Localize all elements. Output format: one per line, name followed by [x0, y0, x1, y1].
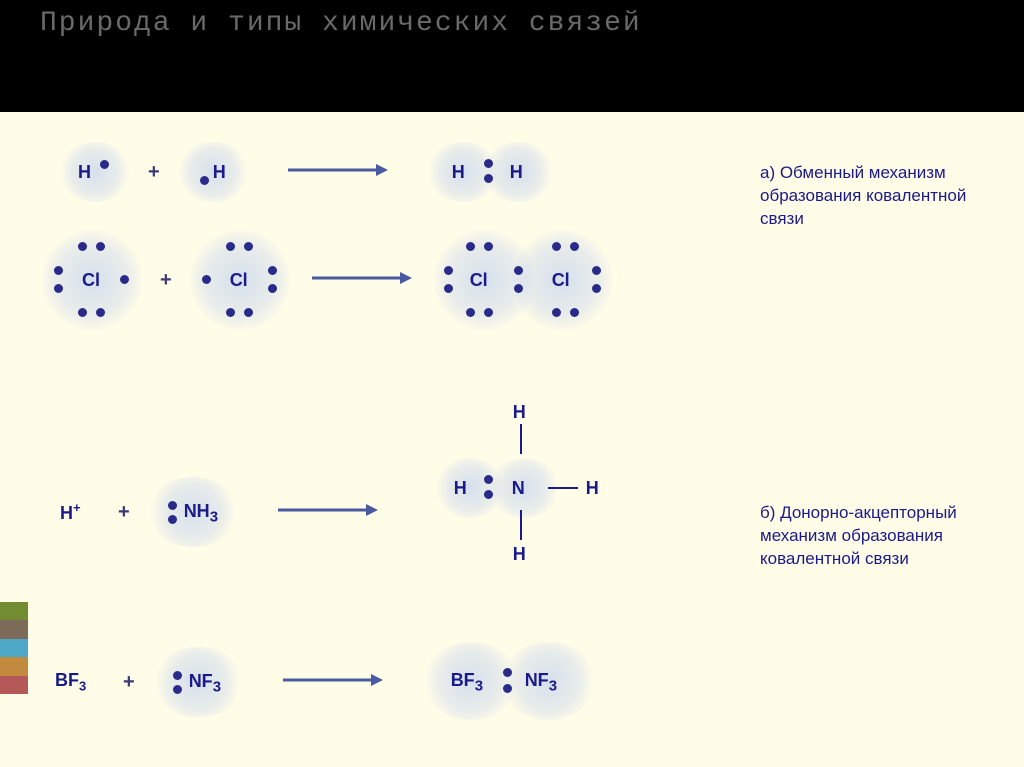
- plus-sign: +: [160, 269, 172, 292]
- molecule-cl2: Cl Cl: [434, 230, 614, 330]
- accent-stripe: [0, 602, 28, 620]
- atom-label-h: H: [513, 544, 526, 565]
- content-area: H + H H H Cl +: [0, 112, 1024, 767]
- atom-h-left: H: [60, 142, 130, 202]
- atom-label-cl: Cl: [82, 270, 100, 291]
- atom-label-n: N: [512, 478, 525, 499]
- header-bar: Природа и типы химических связей: [0, 0, 1024, 112]
- accent-bar: [0, 602, 28, 694]
- atom-label-nf3: NF3: [525, 670, 557, 695]
- reaction-arrow: [283, 670, 383, 695]
- atom-label-h: H: [452, 162, 465, 183]
- accent-stripe: [0, 620, 28, 638]
- atom-label-cl: Cl: [470, 270, 488, 291]
- plus-sign: +: [123, 671, 135, 694]
- ion-h-plus: H+: [60, 500, 100, 524]
- atom-label-h: H: [510, 162, 523, 183]
- atom-label-nh3: NH3: [184, 501, 218, 526]
- atom-h-right: H: [178, 142, 248, 202]
- plus-sign: +: [148, 161, 160, 184]
- electron: [200, 176, 209, 185]
- reaction-row-bf3nf3: BF3 + NF3 BF3 NF3: [55, 642, 603, 722]
- slide-title: Природа и типы химических связей: [40, 8, 964, 39]
- electron: [100, 160, 109, 169]
- accent-stripe: [0, 639, 28, 657]
- accent-stripe: [0, 657, 28, 675]
- reaction-arrow: [278, 500, 378, 525]
- caption-b: б) Донорно-акцепторный механизм образова…: [760, 502, 1010, 571]
- reaction-arrow: [312, 268, 412, 293]
- reaction-row-h2: H + H H H: [60, 142, 558, 202]
- adduct-bf3nf3: BF3 NF3: [423, 642, 603, 722]
- molecule-bf3-label: BF3: [55, 670, 105, 694]
- electron: [484, 159, 493, 168]
- atom-cl-left: Cl: [42, 230, 142, 330]
- accent-stripe: [0, 676, 28, 694]
- plus-sign: +: [118, 501, 130, 524]
- atom-label-bf3: BF3: [451, 670, 483, 695]
- atom-label-cl: Cl: [552, 270, 570, 291]
- atom-label-h: H: [586, 478, 599, 499]
- atom-label-h: H: [78, 162, 91, 183]
- electron: [484, 174, 493, 183]
- atom-label-h: H: [513, 402, 526, 423]
- caption-a: а) Обменный механизм образования ковален…: [760, 162, 1000, 231]
- atom-cl-right: Cl: [190, 230, 290, 330]
- molecule-h2: H H: [428, 142, 558, 202]
- atom-label-cl: Cl: [230, 270, 248, 291]
- atom-label-h: H: [454, 478, 467, 499]
- molecule-nf3: NF3: [153, 647, 243, 717]
- reaction-row-nh4: H+ + NH3 H H N H H: [60, 452, 618, 572]
- reaction-row-cl2: Cl + Cl Cl Cl: [42, 230, 614, 330]
- atom-label-h: H: [213, 162, 226, 183]
- reaction-arrow: [288, 160, 388, 185]
- molecule-nh4: H H N H H: [418, 402, 618, 572]
- molecule-nh3: NH3: [148, 477, 238, 547]
- atom-label-nf3: NF3: [189, 671, 221, 696]
